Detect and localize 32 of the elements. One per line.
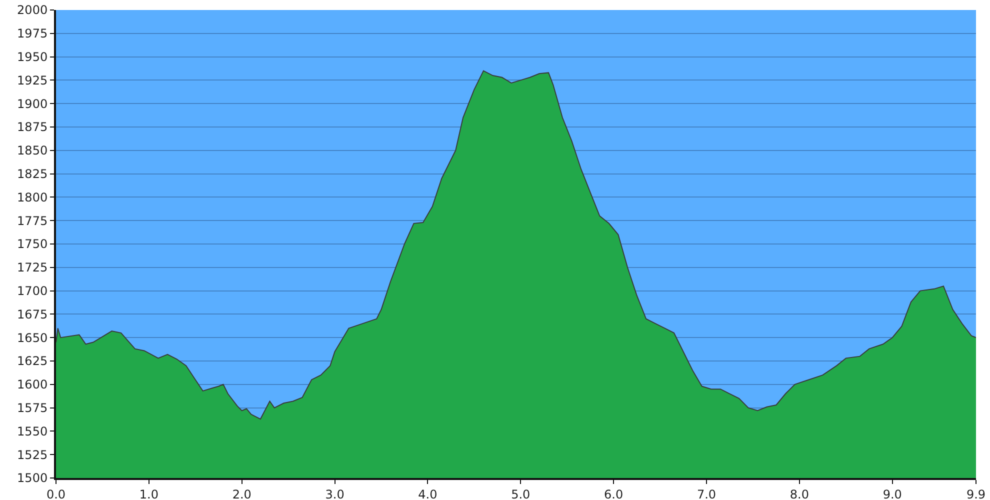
- x-tick-label: 9.9: [966, 487, 986, 500]
- y-tick-label: 1600: [17, 378, 48, 392]
- y-tick-label: 1875: [17, 120, 48, 134]
- x-tick-label: 2.0: [232, 487, 252, 500]
- y-tick-label: 1850: [17, 144, 48, 158]
- y-tick-label: 1500: [17, 471, 48, 486]
- y-tick-label: 1575: [17, 401, 48, 415]
- y-tick-label: 1625: [17, 354, 48, 368]
- x-tick-label: 3.0: [325, 487, 344, 500]
- y-tick-label: 1525: [17, 448, 48, 462]
- y-tick-label: 1925: [17, 73, 48, 88]
- y-tick-label: 2000: [17, 3, 48, 18]
- y-tick-label: 1975: [17, 26, 48, 41]
- y-tick-label: 1650: [17, 330, 48, 345]
- y-tick-label: 1775: [17, 214, 48, 228]
- y-tick-label: 1725: [17, 260, 48, 275]
- y-tick-label: 1700: [17, 284, 48, 298]
- y-tick-label: 1950: [17, 50, 48, 64]
- y-tick-label: 1750: [17, 237, 48, 252]
- x-tick-label: 8.0: [790, 487, 809, 500]
- x-tick-label: 0.0: [46, 487, 66, 500]
- y-tick-label: 1800: [17, 190, 48, 204]
- x-tick-label: 7.0: [696, 487, 716, 500]
- y-tick-label: 1550: [17, 424, 48, 438]
- x-tick-label: 9.0: [882, 487, 902, 500]
- x-tick-label: 5.0: [511, 487, 530, 500]
- x-tick-label: 4.0: [418, 487, 438, 500]
- x-tick-label: 1.0: [139, 487, 158, 500]
- x-tick-label: 6.0: [604, 487, 624, 500]
- y-tick-label: 1825: [17, 167, 48, 181]
- y-tick-label: 1900: [17, 96, 48, 111]
- y-tick-label: 1675: [17, 307, 48, 322]
